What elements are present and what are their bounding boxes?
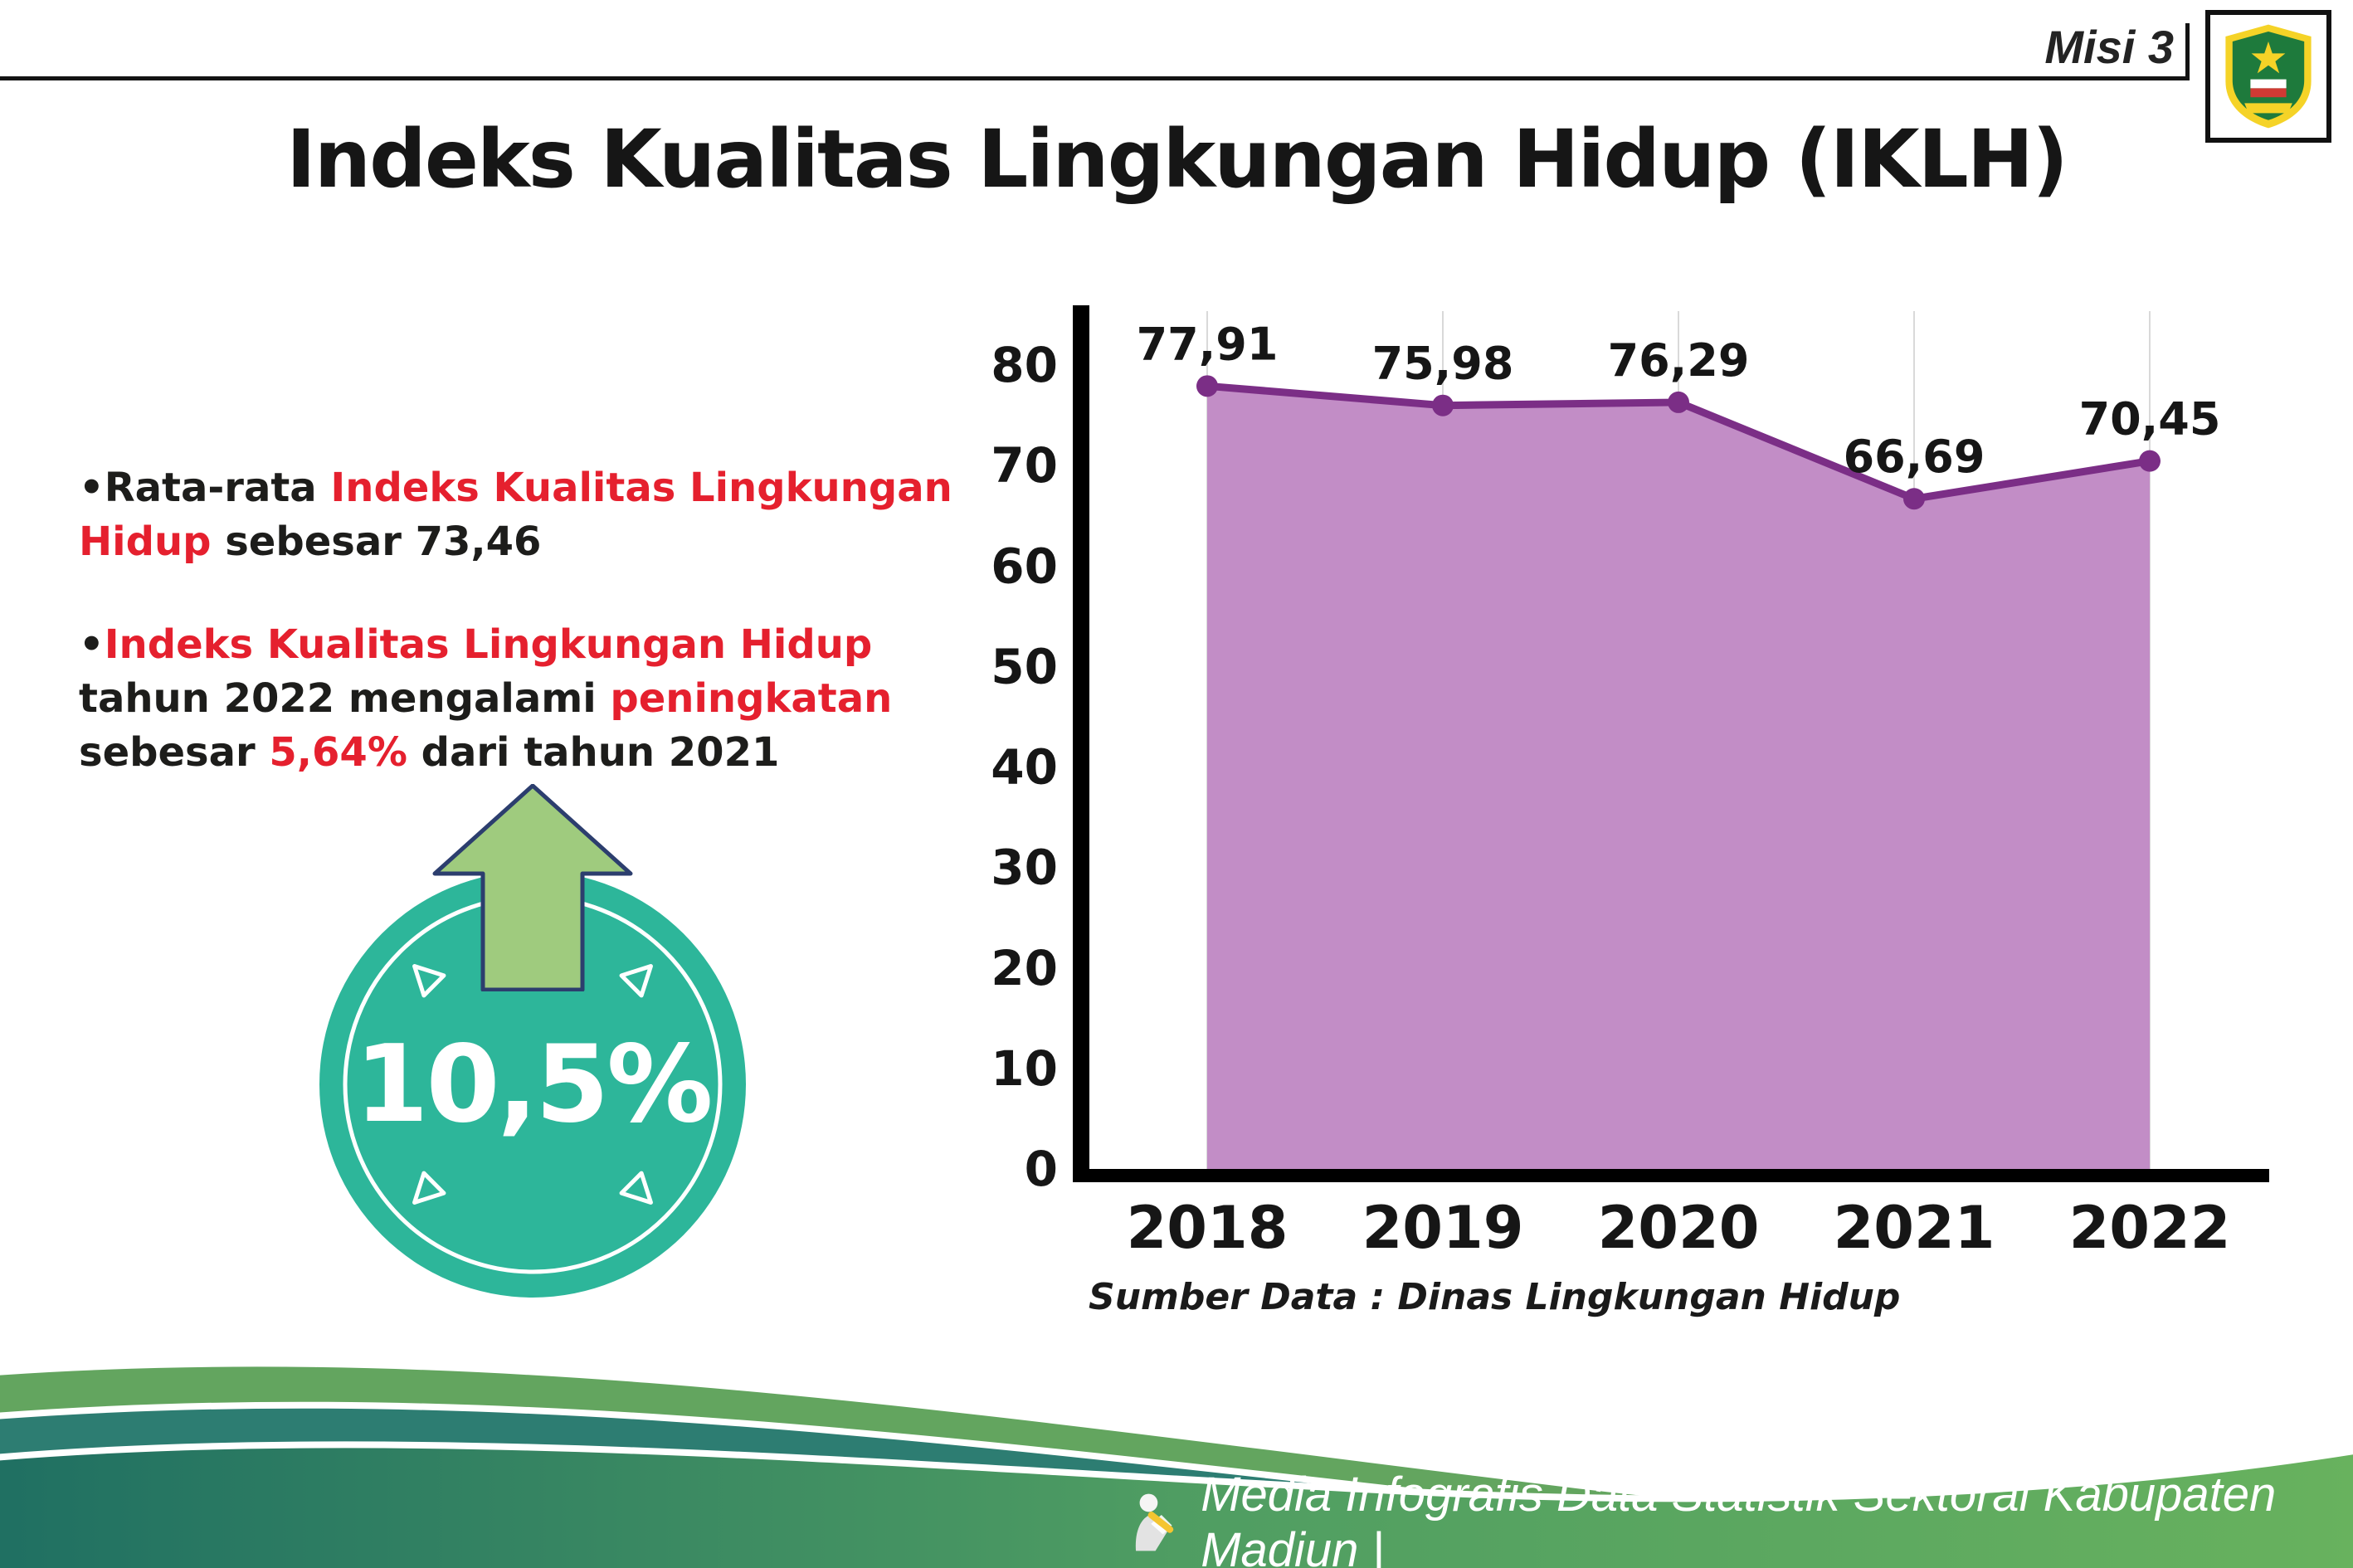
bullet-text: dari tahun 2021 xyxy=(407,729,780,777)
y-tick-label: 50 xyxy=(991,638,1058,694)
y-tick-label: 20 xyxy=(991,940,1058,996)
bullet-text: Rata-rata xyxy=(104,465,331,511)
y-tick-label: 0 xyxy=(1025,1141,1058,1197)
y-tick-label: 10 xyxy=(991,1040,1058,1097)
bullet-average-iklh: •Rata-rata Indeks Kualitas Lingkungan Hi… xyxy=(79,461,1008,570)
x-tick-label: 2022 xyxy=(2069,1194,2231,1262)
chart-area xyxy=(1207,386,2150,1169)
x-tick-label: 2020 xyxy=(1598,1194,1760,1262)
y-tick-label: 70 xyxy=(991,437,1058,494)
value-label: 77,91 xyxy=(1137,318,1279,370)
kabupaten-madiun-logo xyxy=(2205,10,2331,143)
iklh-area-chart: 77,91 75,98 76,29 66,69 70,45 0 10 20 30 40 50 60 70… xyxy=(991,305,2269,1262)
x-tick-label: 2021 xyxy=(1834,1194,1995,1262)
bullet-text: sebesar 73,46 xyxy=(211,519,542,566)
y-tick-label: 60 xyxy=(991,538,1058,594)
bullet-text: tahun 2022 mengalami xyxy=(79,674,611,722)
chart-point xyxy=(2139,450,2161,472)
bullet-text: sebesar xyxy=(79,729,270,777)
value-label: 76,29 xyxy=(1608,334,1750,387)
y-tick-label: 80 xyxy=(991,337,1058,393)
bullet-increase-2022: •Indeks Kualitas Lingkungan Hidup tahun … xyxy=(79,618,1008,781)
increase-percentage: 10,5% xyxy=(354,1022,713,1147)
chart-container: 77,91 75,98 76,29 66,69 70,45 0 10 20 30 40 50 60 70… xyxy=(975,299,2319,1286)
chart-point xyxy=(1903,488,1925,510)
bullet-marker: • xyxy=(79,465,105,511)
value-label: 70,45 xyxy=(2079,393,2221,446)
y-axis xyxy=(1073,305,1089,1182)
misi-label: Misi 3 xyxy=(2044,21,2174,73)
writer-icon xyxy=(1135,1493,1174,1551)
y-tick-label: 30 xyxy=(991,840,1058,896)
bullet-marker: • xyxy=(79,621,105,668)
x-tick-label: 2018 xyxy=(1127,1194,1289,1262)
footer-wave-decoration xyxy=(0,1360,2353,1568)
header-divider xyxy=(0,76,2185,80)
bullet-text-highlight: Indeks Kualitas Lingkungan Hidup xyxy=(79,465,952,566)
value-label: 66,69 xyxy=(1844,431,1985,483)
x-tick-label: 2019 xyxy=(1362,1194,1524,1262)
chart-point xyxy=(1432,394,1454,416)
key-points: •Rata-rata Indeks Kualitas Lingkungan Hi… xyxy=(79,461,1008,828)
value-label: 75,98 xyxy=(1372,338,1514,390)
crest-icon xyxy=(2225,24,2312,129)
header-divider-corner xyxy=(2185,23,2190,80)
x-axis xyxy=(1073,1169,2269,1182)
page-title: Indeks Kualitas Lingkungan Hidup (IKLH) xyxy=(286,113,2068,206)
chart-point xyxy=(1668,391,1689,413)
footer-credit: Media Infografis Data Statistik Sektoral… xyxy=(1128,1467,2353,1568)
bullet-text-highlight: 5,64% xyxy=(269,729,407,777)
bullet-text-highlight: Indeks Kualitas Lingkungan Hidup xyxy=(104,621,873,668)
y-tick-label: 40 xyxy=(991,739,1058,796)
up-arrow-icon xyxy=(432,784,633,991)
chart-point xyxy=(1196,375,1218,397)
source-caption: Sumber Data : Dinas Lingkungan Hidup xyxy=(1089,1276,1901,1318)
footer-text: Media Infografis Data Statistik Sektoral… xyxy=(1201,1468,2277,1568)
bullet-text-highlight: peningkatan xyxy=(610,674,893,722)
